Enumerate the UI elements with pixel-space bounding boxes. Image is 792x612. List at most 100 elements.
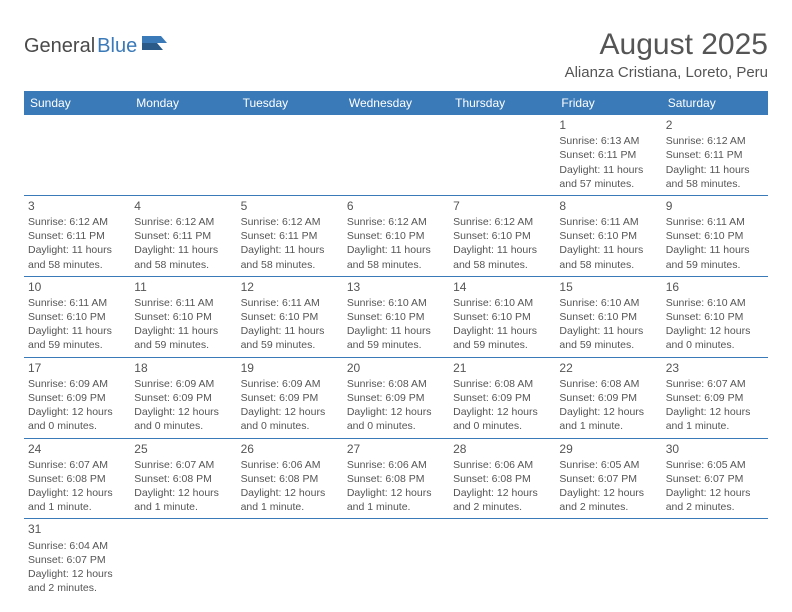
sunset-text: Sunset: 6:09 PM xyxy=(559,391,657,405)
calendar-cell xyxy=(130,519,236,599)
daylight-text: and 59 minutes. xyxy=(559,338,657,352)
daylight-text: and 1 minute. xyxy=(28,500,126,514)
calendar-cell: 3Sunrise: 6:12 AMSunset: 6:11 PMDaylight… xyxy=(24,195,130,276)
day-number: 31 xyxy=(28,521,126,537)
sunset-text: Sunset: 6:11 PM xyxy=(28,229,126,243)
calendar-cell: 2Sunrise: 6:12 AMSunset: 6:11 PMDaylight… xyxy=(662,115,768,195)
calendar-cell xyxy=(555,519,661,599)
daylight-text: Daylight: 11 hours xyxy=(134,324,232,338)
daylight-text: Daylight: 12 hours xyxy=(559,486,657,500)
sunrise-text: Sunrise: 6:12 AM xyxy=(347,215,445,229)
calendar-row: 24Sunrise: 6:07 AMSunset: 6:08 PMDayligh… xyxy=(24,438,768,519)
daylight-text: and 58 minutes. xyxy=(134,258,232,272)
sunrise-text: Sunrise: 6:09 AM xyxy=(241,377,339,391)
daylight-text: Daylight: 11 hours xyxy=(347,243,445,257)
calendar-cell: 22Sunrise: 6:08 AMSunset: 6:09 PMDayligh… xyxy=(555,357,661,438)
sunset-text: Sunset: 6:09 PM xyxy=(28,391,126,405)
daylight-text: and 58 minutes. xyxy=(453,258,551,272)
logo-part1: General xyxy=(24,35,95,58)
sunset-text: Sunset: 6:11 PM xyxy=(559,148,657,162)
daylight-text: Daylight: 11 hours xyxy=(453,243,551,257)
daylight-text: and 0 minutes. xyxy=(347,419,445,433)
day-number: 24 xyxy=(28,441,126,457)
sunrise-text: Sunrise: 6:12 AM xyxy=(134,215,232,229)
daylight-text: Daylight: 11 hours xyxy=(28,324,126,338)
location: Alianza Cristiana, Loreto, Peru xyxy=(565,64,768,81)
daylight-text: Daylight: 12 hours xyxy=(241,405,339,419)
daylight-text: and 2 minutes. xyxy=(666,500,764,514)
sunset-text: Sunset: 6:08 PM xyxy=(28,472,126,486)
calendar-row: 17Sunrise: 6:09 AMSunset: 6:09 PMDayligh… xyxy=(24,357,768,438)
day-number: 22 xyxy=(559,360,657,376)
calendar-row: 10Sunrise: 6:11 AMSunset: 6:10 PMDayligh… xyxy=(24,276,768,357)
day-number: 28 xyxy=(453,441,551,457)
calendar-cell: 16Sunrise: 6:10 AMSunset: 6:10 PMDayligh… xyxy=(662,276,768,357)
sunrise-text: Sunrise: 6:12 AM xyxy=(241,215,339,229)
calendar-cell: 24Sunrise: 6:07 AMSunset: 6:08 PMDayligh… xyxy=(24,438,130,519)
sunrise-text: Sunrise: 6:06 AM xyxy=(453,458,551,472)
daylight-text: Daylight: 12 hours xyxy=(666,486,764,500)
daylight-text: and 59 minutes. xyxy=(241,338,339,352)
sunset-text: Sunset: 6:08 PM xyxy=(453,472,551,486)
calendar-cell: 10Sunrise: 6:11 AMSunset: 6:10 PMDayligh… xyxy=(24,276,130,357)
sunrise-text: Sunrise: 6:09 AM xyxy=(134,377,232,391)
sunset-text: Sunset: 6:10 PM xyxy=(134,310,232,324)
day-number: 17 xyxy=(28,360,126,376)
daylight-text: Daylight: 12 hours xyxy=(666,405,764,419)
daylight-text: and 58 minutes. xyxy=(28,258,126,272)
sunrise-text: Sunrise: 6:11 AM xyxy=(134,296,232,310)
day-number: 7 xyxy=(453,198,551,214)
logo: GeneralBlue xyxy=(24,28,167,58)
logo-part2: Blue xyxy=(97,35,137,58)
daylight-text: Daylight: 11 hours xyxy=(666,243,764,257)
daylight-text: and 58 minutes. xyxy=(347,258,445,272)
daylight-text: Daylight: 11 hours xyxy=(559,243,657,257)
daylight-text: and 58 minutes. xyxy=(559,258,657,272)
calendar-row: 1Sunrise: 6:13 AMSunset: 6:11 PMDaylight… xyxy=(24,115,768,195)
calendar-cell: 15Sunrise: 6:10 AMSunset: 6:10 PMDayligh… xyxy=(555,276,661,357)
day-number: 21 xyxy=(453,360,551,376)
daylight-text: Daylight: 11 hours xyxy=(241,243,339,257)
daylight-text: Daylight: 11 hours xyxy=(28,243,126,257)
day-number: 26 xyxy=(241,441,339,457)
calendar-cell xyxy=(130,115,236,195)
daylight-text: and 1 minute. xyxy=(347,500,445,514)
daylight-text: and 59 minutes. xyxy=(134,338,232,352)
weekday-header: Monday xyxy=(130,91,236,115)
calendar-cell xyxy=(449,115,555,195)
daylight-text: and 58 minutes. xyxy=(241,258,339,272)
day-number: 12 xyxy=(241,279,339,295)
daylight-text: Daylight: 11 hours xyxy=(559,324,657,338)
daylight-text: and 2 minutes. xyxy=(28,581,126,595)
daylight-text: Daylight: 12 hours xyxy=(453,405,551,419)
daylight-text: and 59 minutes. xyxy=(28,338,126,352)
calendar-cell: 11Sunrise: 6:11 AMSunset: 6:10 PMDayligh… xyxy=(130,276,236,357)
calendar-cell: 17Sunrise: 6:09 AMSunset: 6:09 PMDayligh… xyxy=(24,357,130,438)
calendar-table: Sunday Monday Tuesday Wednesday Thursday… xyxy=(24,91,768,599)
sunset-text: Sunset: 6:10 PM xyxy=(28,310,126,324)
daylight-text: Daylight: 11 hours xyxy=(559,163,657,177)
daylight-text: Daylight: 11 hours xyxy=(241,324,339,338)
weekday-header: Wednesday xyxy=(343,91,449,115)
sunrise-text: Sunrise: 6:11 AM xyxy=(666,215,764,229)
calendar-row: 3Sunrise: 6:12 AMSunset: 6:11 PMDaylight… xyxy=(24,195,768,276)
sunset-text: Sunset: 6:10 PM xyxy=(666,229,764,243)
calendar-cell: 9Sunrise: 6:11 AMSunset: 6:10 PMDaylight… xyxy=(662,195,768,276)
day-number: 18 xyxy=(134,360,232,376)
title-block: August 2025 Alianza Cristiana, Loreto, P… xyxy=(565,28,768,81)
calendar-cell: 31Sunrise: 6:04 AMSunset: 6:07 PMDayligh… xyxy=(24,519,130,599)
sunrise-text: Sunrise: 6:10 AM xyxy=(559,296,657,310)
flag-icon xyxy=(141,34,167,58)
sunrise-text: Sunrise: 6:07 AM xyxy=(666,377,764,391)
calendar-cell: 23Sunrise: 6:07 AMSunset: 6:09 PMDayligh… xyxy=(662,357,768,438)
day-number: 11 xyxy=(134,279,232,295)
day-number: 23 xyxy=(666,360,764,376)
calendar-cell xyxy=(237,519,343,599)
calendar-cell: 27Sunrise: 6:06 AMSunset: 6:08 PMDayligh… xyxy=(343,438,449,519)
calendar-cell xyxy=(24,115,130,195)
sunrise-text: Sunrise: 6:04 AM xyxy=(28,539,126,553)
day-number: 27 xyxy=(347,441,445,457)
daylight-text: and 0 minutes. xyxy=(241,419,339,433)
sunset-text: Sunset: 6:09 PM xyxy=(453,391,551,405)
daylight-text: Daylight: 12 hours xyxy=(28,486,126,500)
